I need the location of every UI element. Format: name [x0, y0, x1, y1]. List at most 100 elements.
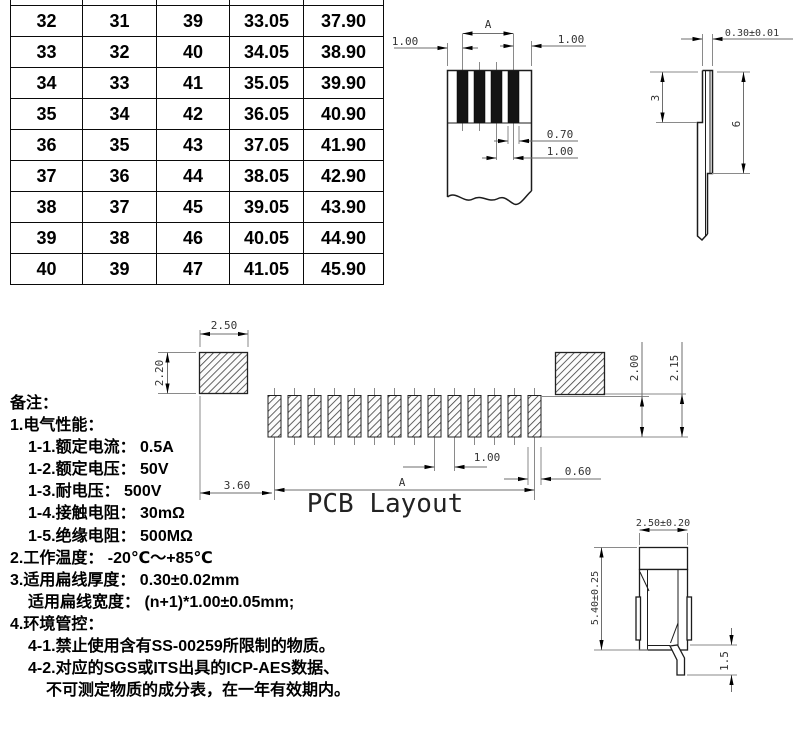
table-cell: 38 [82, 222, 157, 254]
table-cell: 32 [82, 36, 157, 68]
pcb-pad [307, 395, 322, 438]
conductor-strip [490, 70, 503, 123]
cable-front-drawing: A 1.00 1.00 0.70 1.00 [392, 18, 586, 206]
connector-lead [669, 644, 686, 676]
size-table-body: 32 31 39 33.05 37.90 33 32 40 34.05 38.90 34 33 41 35… [10, 0, 384, 285]
dim-label-pcb-span: A [399, 476, 406, 489]
table-cell: 39.05 [229, 191, 304, 223]
table-cell: 33 [82, 67, 157, 99]
connector-cap [638, 546, 689, 571]
table-cell: 39 [156, 5, 230, 37]
cable-side-outline-left [696, 70, 709, 242]
dim-label-cable-span: A [485, 18, 492, 31]
dim-label-pad-height: 2.00 [628, 355, 641, 382]
conductor-strip [507, 70, 520, 123]
note-line: 4.环境管控： [10, 615, 104, 633]
pcb-pads [267, 388, 542, 500]
note-line: 适用扁线宽度： (n+1)*1.00±0.05mm; [28, 593, 295, 611]
table-row: 37 36 44 38.05 42.90 [10, 160, 384, 192]
dim-label-anchor-width: 2.50 [211, 319, 238, 332]
table-cell: 33.05 [229, 5, 304, 37]
note-line: 1-3.耐电压： 500V [28, 483, 162, 501]
table-cell: 34 [82, 98, 157, 130]
table-cell: 38 [10, 191, 83, 223]
pcb-layout-title: PCB Layout [307, 489, 464, 519]
pcb-anchor-pad-left [198, 351, 249, 395]
dim-label-stiffener-length: 6 [730, 121, 743, 128]
table-cell: 41.90 [303, 129, 384, 161]
table-cell: 38.05 [229, 160, 304, 192]
table-cell: 40.05 [229, 222, 304, 254]
table-cell: 34.05 [229, 36, 304, 68]
cable-conductors [456, 34, 520, 131]
table-cell: 38.90 [303, 36, 384, 68]
table-cell: 34 [10, 67, 83, 99]
table-cell: 32 [10, 5, 83, 37]
pcb-pad [427, 395, 442, 438]
table-cell: 43 [156, 129, 230, 161]
pcb-pad [447, 395, 462, 438]
table-row: 39 38 46 40.05 44.90 [10, 222, 384, 254]
pcb-pad [527, 395, 542, 438]
dim-label-exposed-length: 3 [649, 95, 662, 102]
connector-side-drawing: 2.50±0.20 5.40±0.25 1.5 [590, 518, 737, 692]
dim-label-row-height: 2.15 [668, 355, 681, 382]
dim-label-cable-right-margin: 1.00 [558, 33, 585, 46]
size-table: 32 31 39 33.05 37.90 33 32 40 34.05 38.90 34 33 41 35… [10, 0, 384, 285]
pcb-pad [367, 395, 382, 438]
cable-break-line [447, 190, 532, 206]
note-line: 3.适用扁线厚度： 0.30±0.02mm [10, 571, 240, 589]
table-row: 32 31 39 33.05 37.90 [10, 5, 384, 37]
connector-tab-right [686, 596, 693, 641]
table-cell: 46 [156, 222, 230, 254]
note-line: 1-1.额定电流： 0.5A [28, 439, 174, 457]
table-cell: 35.05 [229, 67, 304, 99]
table-cell: 40 [10, 253, 83, 285]
dim-label-cable-thickness: 0.30±0.01 [725, 28, 779, 39]
pcb-pad [407, 395, 422, 438]
dim-label-connector-height: 5.40±0.25 [590, 571, 601, 625]
pcb-pad [327, 395, 342, 438]
dim-label-connector-width: 2.50±0.20 [636, 518, 690, 529]
table-cell: 37.90 [303, 5, 384, 37]
pcb-layout-drawing: 2.50 2.20 3.60 A 1.00 0.60 [153, 319, 688, 519]
pcb-anchor-pad-right [554, 351, 606, 396]
note-line: 1-4.接触电阻： 30mΩ [28, 505, 185, 523]
dim-label-cable-pitch: 1.00 [547, 145, 574, 158]
cable-outline [446, 69, 533, 197]
pcb-pad [267, 395, 282, 438]
table-row: 33 32 40 34.05 38.90 [10, 36, 384, 68]
cable-side-drawing: 0.30±0.01 3 6 [649, 28, 793, 242]
dim-label-foot-height: 1.5 [718, 651, 731, 671]
dim-label-anchor-to-pad: 3.60 [224, 479, 251, 492]
table-row: 34 33 41 35.05 39.90 [10, 67, 384, 99]
note-line: 1.电气性能： [10, 417, 104, 435]
table-cell: 44.90 [303, 222, 384, 254]
table-cell: 36 [10, 129, 83, 161]
note-line: 1-2.额定电压： 50V [28, 461, 169, 479]
note-line: 2.工作温度： -20℃～+85℃ [10, 549, 213, 567]
table-cell: 37.05 [229, 129, 304, 161]
table-cell: 40.90 [303, 98, 384, 130]
note-line: 1-5.绝缘电阻： 500MΩ [28, 527, 193, 545]
table-cell: 42 [156, 98, 230, 130]
pcb-pad [287, 395, 302, 438]
table-cell: 47 [156, 253, 230, 285]
table-cell: 41 [156, 67, 230, 99]
table-row: 36 35 43 37.05 41.90 [10, 129, 384, 161]
cable-side-outline [702, 69, 714, 234]
table-row: 35 34 42 36.05 40.90 [10, 98, 384, 130]
pcb-pad [387, 395, 402, 438]
dim-label-pcb-pitch: 1.00 [474, 451, 501, 464]
pcb-pad [507, 395, 522, 438]
table-row: 40 39 47 41.05 45.90 [10, 253, 384, 285]
table-cell: 37 [82, 191, 157, 223]
note-line: 4-2.对应的SGS或ITS出具的ICP-AES数据、 [28, 660, 340, 678]
table-cell: 36 [82, 160, 157, 192]
connector-body [638, 568, 689, 651]
table-cell: 43.90 [303, 191, 384, 223]
pcb-pad [487, 395, 502, 438]
table-cell: 33 [10, 36, 83, 68]
